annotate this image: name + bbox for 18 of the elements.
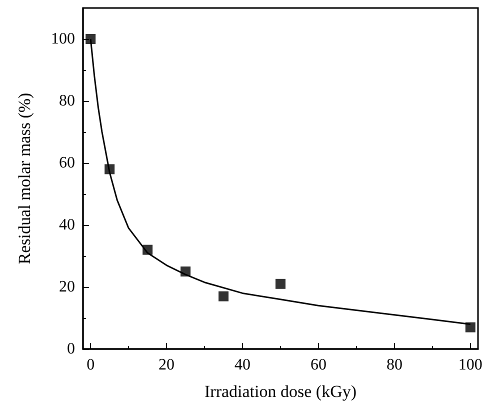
x-tick-label: 0 <box>86 356 95 374</box>
y-axis-title: Residual molar mass (%) <box>15 92 34 264</box>
x-tick-label: 60 <box>310 356 326 374</box>
x-axis-title: Irradiation dose (kGy) <box>204 382 357 401</box>
x-tick-label: 20 <box>158 356 175 374</box>
point <box>276 278 286 289</box>
point <box>465 322 476 332</box>
point <box>218 291 229 302</box>
x-tick-label: 100 <box>458 356 482 374</box>
x-tick-label: 80 <box>386 356 402 374</box>
y-tick-label: 80 <box>59 92 75 110</box>
y-tick-label: 60 <box>59 154 75 172</box>
y-tick-label: 20 <box>59 278 75 296</box>
y-tick-label: 0 <box>67 340 75 358</box>
point <box>86 34 96 44</box>
y-tick-label: 40 <box>59 216 75 234</box>
x-tick-label: 40 <box>234 356 251 374</box>
y-tick-label: 100 <box>51 30 75 48</box>
